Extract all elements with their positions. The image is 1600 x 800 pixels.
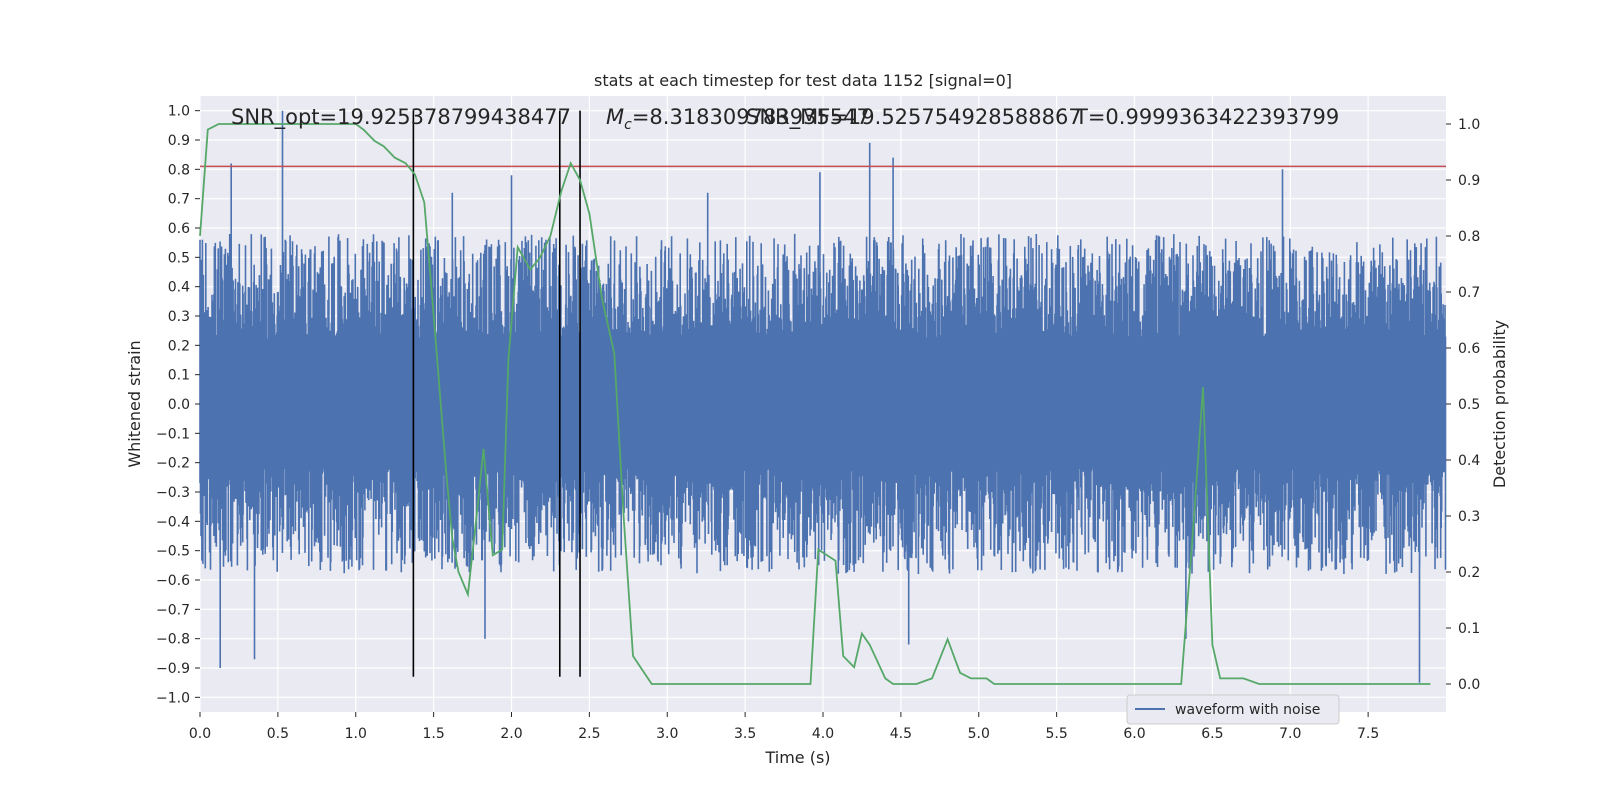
y-right-tick-label: 0.2 xyxy=(1458,565,1480,581)
annotation-mc: Mc=8.318309783935547 xyxy=(606,105,870,133)
x-tick-label: 2.5 xyxy=(578,726,600,742)
annotation-mc-value: =8.318309783935547 xyxy=(632,105,870,129)
y-axis-right-label: Detection probability xyxy=(1490,320,1509,488)
probability-series xyxy=(199,123,1431,685)
x-tick-label: 1.5 xyxy=(422,726,444,742)
y-axis-left-label: Whitened strain xyxy=(125,340,144,467)
y-left-tick-label: −0.1 xyxy=(156,426,190,442)
y-left-tick-label: −0.3 xyxy=(156,485,190,501)
annotation-snr-mf: SNR_MF=19.525754928588867 xyxy=(746,105,1082,130)
y-left-tick-label: −0.8 xyxy=(156,632,190,648)
x-axis-label: Time (s) xyxy=(764,748,830,767)
y-right-tick-label: 0.3 xyxy=(1458,509,1480,525)
y-left-tick-label: −0.2 xyxy=(156,456,190,472)
x-tick-label: 6.0 xyxy=(1123,726,1145,742)
y-left-tick-label: 0.7 xyxy=(168,192,190,208)
x-tick-label: 2.0 xyxy=(500,726,522,742)
y-right-tick-label: 0.1 xyxy=(1458,621,1480,637)
y-left-tick-label: 0.9 xyxy=(168,133,190,149)
legend-label-waveform: waveform with noise xyxy=(1175,702,1320,718)
y-left-tick-label: 0.5 xyxy=(168,250,190,266)
y-right-tick-label: 0.9 xyxy=(1458,173,1480,189)
y-left-tick-label: 1.0 xyxy=(168,104,190,120)
x-tick-label: 3.5 xyxy=(734,726,756,742)
x-tick-label: 6.5 xyxy=(1201,726,1223,742)
probability-line xyxy=(199,123,1431,685)
x-tick-label: 7.5 xyxy=(1357,726,1379,742)
y-left-tick-label: −0.5 xyxy=(156,544,190,560)
x-tick-label: 5.5 xyxy=(1045,726,1067,742)
y-right-tick-label: 0.0 xyxy=(1458,677,1480,693)
y-left-tick-label: 0.8 xyxy=(168,162,190,178)
legend: waveform with noise xyxy=(1126,694,1340,725)
y-left-tick-label: 0.0 xyxy=(168,397,190,413)
annotation-t: T=0.9999363422393799 xyxy=(1074,105,1339,129)
y-left-tick-label: 0.2 xyxy=(168,338,190,354)
y-left-tick-label: 0.6 xyxy=(168,221,190,237)
x-tick-label: 3.0 xyxy=(656,726,678,742)
chart-title: stats at each timestep for test data 115… xyxy=(594,71,1012,90)
y-left-tick-label: 0.1 xyxy=(168,368,190,384)
x-tick-label: 0.0 xyxy=(189,726,211,742)
x-tick-label: 1.0 xyxy=(345,726,367,742)
x-tick-label: 0.5 xyxy=(267,726,289,742)
y-left-tick-label: −0.4 xyxy=(156,514,190,530)
y-right-tick-label: 1.0 xyxy=(1458,117,1480,133)
y-left-tick-label: 0.3 xyxy=(168,309,190,325)
y-left-tick-label: −1.0 xyxy=(156,690,190,706)
y-right-tick-label: 0.8 xyxy=(1458,229,1480,245)
y-left-tick-label: −0.7 xyxy=(156,602,190,618)
y-left-tick-label: −0.9 xyxy=(156,661,190,677)
vertical-markers xyxy=(412,110,581,677)
annotation-snr-opt: SNR_opt=19.925378799438477 xyxy=(231,105,571,130)
x-axis: 0.0 0.5 1.0 1.5 2.0 2.5 3.0 3.5 4.0 4.5 5.0 5.5 6.0 6… xyxy=(189,712,1379,742)
annotation-mc-subscript: c xyxy=(624,117,632,133)
y-right-tick-label: 0.7 xyxy=(1458,285,1480,301)
y-left-tick-label: −0.6 xyxy=(156,573,190,589)
y-axis-right: 1.0 0.9 0.8 0.7 0.6 0.5 0.4 0.3 0.2 0.1 0.0 xyxy=(1446,117,1480,693)
y-right-tick-label: 0.4 xyxy=(1458,453,1480,469)
x-tick-label: 4.5 xyxy=(890,726,912,742)
x-tick-label: 5.0 xyxy=(968,726,990,742)
x-tick-label: 7.0 xyxy=(1279,726,1301,742)
legend-box xyxy=(1126,694,1340,725)
y-right-tick-label: 0.6 xyxy=(1458,341,1480,357)
y-right-tick-label: 0.5 xyxy=(1458,397,1480,413)
annotation-mc-symbol: M xyxy=(606,105,624,129)
y-axis-left: 1.0 0.9 0.8 0.7 0.6 0.5 0.4 0.3 0.2 0.1 0.0 −0.1 −0.… xyxy=(156,104,200,706)
x-tick-label: 4.0 xyxy=(812,726,834,742)
y-left-tick-label: 0.4 xyxy=(168,280,190,296)
